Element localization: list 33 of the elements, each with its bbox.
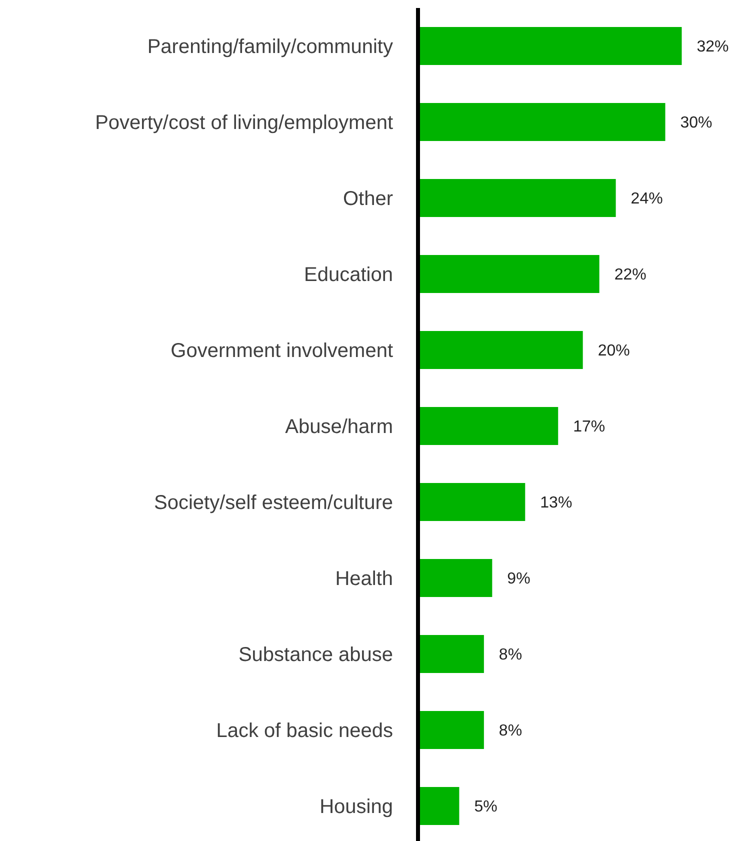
- bar: [418, 179, 616, 217]
- bar: [418, 787, 460, 825]
- bar: [418, 331, 583, 369]
- data-label: 24%: [630, 190, 663, 208]
- y-tick-label: Poverty/cost of living/employment: [95, 112, 394, 134]
- data-label: 17%: [573, 418, 606, 436]
- data-label: 30%: [680, 114, 712, 132]
- bar: [418, 483, 526, 521]
- bar: [418, 103, 666, 141]
- y-tick-label: Abuse/harm: [285, 416, 393, 438]
- data-label: 9%: [507, 570, 530, 588]
- y-tick-label: Society/self esteem/culture: [154, 492, 393, 514]
- data-label: 20%: [598, 342, 630, 360]
- bar: [418, 559, 492, 597]
- bar: [418, 255, 600, 293]
- data-label: 22%: [614, 266, 646, 284]
- data-label: 32%: [696, 38, 729, 56]
- y-tick-label: Government involvement: [170, 340, 394, 362]
- bar: [418, 711, 484, 749]
- y-tick-label: Education: [304, 264, 393, 286]
- data-label: 5%: [474, 798, 498, 816]
- data-label: 13%: [540, 494, 572, 512]
- y-tick-label: Housing: [320, 796, 393, 818]
- y-tick-label: Lack of basic needs: [216, 720, 393, 742]
- y-tick-label: Parenting/family/community: [147, 36, 393, 58]
- data-label: 8%: [498, 722, 522, 740]
- bar: [418, 27, 682, 65]
- y-tick-label: Substance abuse: [238, 644, 393, 666]
- y-tick-label: Other: [342, 188, 394, 210]
- data-label: 8%: [498, 646, 522, 664]
- y-tick-label: Health: [335, 568, 393, 590]
- bar: [418, 407, 558, 445]
- bar: [418, 635, 484, 673]
